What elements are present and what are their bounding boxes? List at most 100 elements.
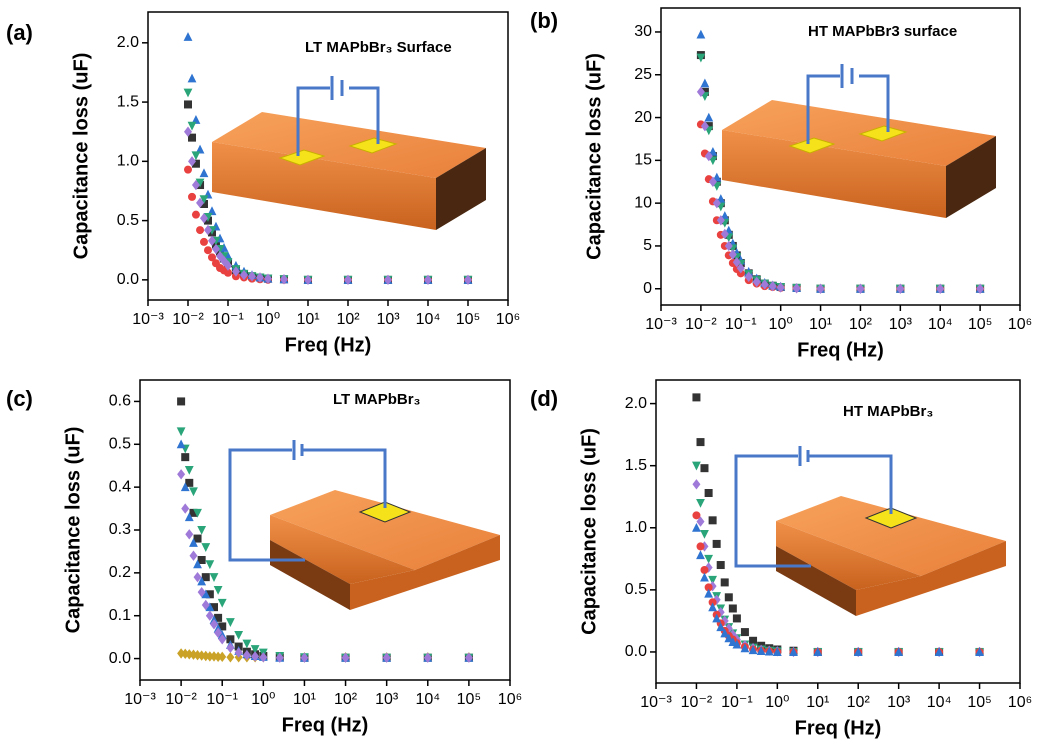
data-point <box>203 213 213 222</box>
data-point <box>704 150 713 162</box>
data-point <box>181 503 190 514</box>
data-point <box>764 646 774 656</box>
x-tick-label: 10⁶ <box>1008 694 1032 711</box>
y-tick-label: 5 <box>643 237 652 254</box>
data-point <box>704 489 713 498</box>
y-tick-label: 0.6 <box>109 393 131 410</box>
data-point <box>193 534 202 543</box>
y-tick-label: 2.0 <box>625 395 647 412</box>
data-point <box>256 272 265 283</box>
y-tick-label: 1.0 <box>117 153 139 170</box>
data-point <box>692 479 701 490</box>
data-point <box>191 115 201 124</box>
panel-label: (a) <box>6 20 33 45</box>
data-point <box>226 642 235 654</box>
data-point <box>464 652 473 663</box>
data-point <box>197 556 206 564</box>
x-tick-label: 10⁻³ <box>640 694 672 711</box>
data-point <box>816 283 825 294</box>
data-point <box>205 602 215 612</box>
data-point <box>176 439 186 449</box>
x-tick-label: 10⁻³ <box>124 691 156 708</box>
data-point <box>700 78 710 88</box>
x-tick-label: 10⁰ <box>251 691 275 708</box>
data-point <box>184 466 194 475</box>
data-point <box>203 224 212 236</box>
data-point <box>197 526 207 535</box>
data-point <box>205 590 214 599</box>
data-point <box>732 614 741 623</box>
data-point <box>191 159 200 168</box>
data-point <box>692 461 701 471</box>
data-point <box>732 257 741 268</box>
data-point <box>234 647 243 658</box>
data-point <box>213 586 223 595</box>
data-point <box>736 262 745 274</box>
data-point <box>195 178 205 188</box>
data-point <box>196 226 205 235</box>
x-tick-label: 10⁻² <box>685 316 717 333</box>
data-point <box>724 633 734 643</box>
x-tick-label: 10⁶ <box>498 691 522 708</box>
data-point <box>696 86 705 98</box>
data-point <box>740 643 750 653</box>
data-point <box>189 538 198 547</box>
data-point <box>744 271 753 282</box>
y-tick-label: 10 <box>634 194 652 211</box>
x-tick-label: 10⁻² <box>172 311 204 328</box>
data-point <box>704 554 714 564</box>
y-tick-label: 0.1 <box>109 607 131 624</box>
data-point <box>700 464 709 473</box>
x-axis-title: Freq (Hz) <box>285 334 372 356</box>
x-tick-label: 10⁴ <box>928 316 953 333</box>
data-point <box>189 649 198 660</box>
data-point <box>210 603 219 612</box>
data-point <box>224 268 232 277</box>
data-point <box>188 133 197 142</box>
plot <box>183 32 473 286</box>
data-point <box>789 647 798 656</box>
data-point <box>716 607 725 618</box>
y-tick-label: 1.0 <box>625 519 647 536</box>
y-tick-label: 30 <box>634 23 652 40</box>
data-point <box>776 282 785 293</box>
x-tick-label: 10⁻³ <box>132 311 164 328</box>
data-point <box>193 508 202 518</box>
y-tick-label: 1.5 <box>625 457 647 474</box>
data-point <box>205 610 214 621</box>
axes-frame <box>655 379 1021 684</box>
data-point <box>704 583 713 592</box>
x-tick-label: 10² <box>849 316 873 333</box>
x-tick-label: 10⁶ <box>1008 316 1032 333</box>
y-axis-title: Capacitance loss (uF) <box>62 427 84 634</box>
inset-label: HT MAPbBr₃ <box>843 403 933 420</box>
data-point <box>720 228 729 240</box>
data-point <box>692 511 701 520</box>
y-tick-label: 0.5 <box>625 581 647 598</box>
data-point <box>197 586 206 598</box>
data-point <box>853 647 863 656</box>
data-point <box>732 639 742 649</box>
data-point <box>181 648 190 660</box>
inset-a <box>212 76 486 230</box>
y-tick-label: 0.4 <box>109 478 131 495</box>
plot <box>176 397 474 663</box>
data-point <box>760 279 769 290</box>
data-point <box>201 599 210 611</box>
y-tick-label: 0.5 <box>109 436 131 453</box>
x-tick-label: 10⁻³ <box>645 316 677 333</box>
data-point <box>199 195 209 205</box>
y-tick-label: 0.0 <box>625 643 647 660</box>
x-tick-label: 10¹ <box>296 311 319 328</box>
x-axis-title: Freq (Hz) <box>797 339 884 361</box>
x-tick-label: 10⁴ <box>415 691 440 708</box>
panel-label: (c) <box>6 386 33 411</box>
data-point <box>720 615 729 627</box>
data-point <box>740 628 749 637</box>
data-point <box>708 575 718 585</box>
data-point <box>696 29 706 39</box>
data-point <box>203 246 212 255</box>
data-point <box>207 206 217 216</box>
x-tick-label: 10¹ <box>809 316 832 333</box>
